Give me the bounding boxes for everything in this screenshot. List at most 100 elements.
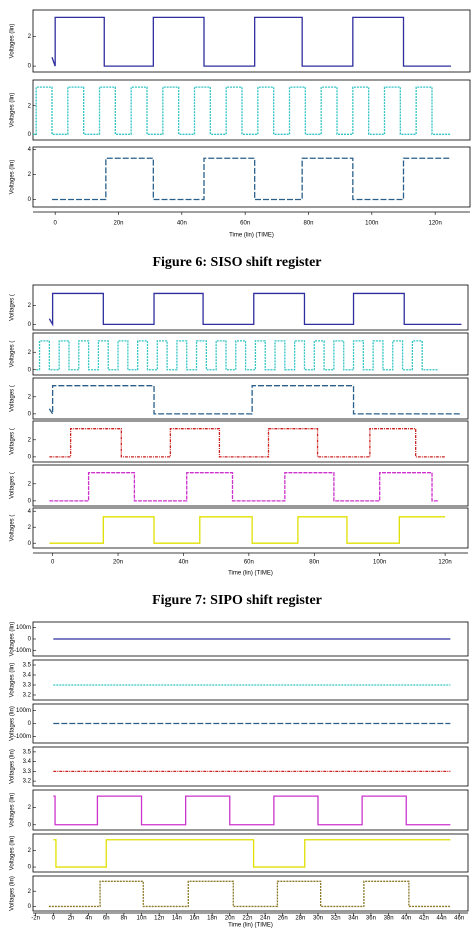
y-axis-label: Voltages ( [10,428,16,455]
panel-frame [32,746,469,787]
waveform [33,86,451,135]
x-tick-label: 120n [438,560,451,566]
panel-frame [32,659,469,701]
y-tick-label: 0 [28,541,32,547]
panel-frame [32,420,469,463]
x-tick-label: 0 [52,916,56,922]
y-axis-label: Voltages (lin) [10,749,16,784]
waveform [51,16,451,67]
waveform [36,340,439,371]
y-axis-label: Voltages ( [10,385,16,412]
y-tick-label: 2 [28,525,32,531]
x-axis-label: Time (lin) (TIME) [229,233,274,239]
x-tick-label: 80n [309,560,319,566]
y-tick-label: 3.3 [23,769,32,775]
panel-frame [32,464,469,507]
y-tick-label: 4 [28,509,32,515]
y-axis-label: Voltages ( [10,341,16,368]
waveform [53,839,451,868]
y-tick-label: 2 [28,805,32,811]
waveform [48,292,462,327]
y-tick-label: 2 [28,848,32,854]
y-tick-label: 3.4 [23,759,32,765]
y-axis-label: Voltages (lin) [10,836,16,871]
x-tick-label: 60n [244,560,254,566]
y-axis-label: Voltages (lin) [10,93,16,128]
x-tick-label: 18n [207,916,217,922]
x-tick-label: 80n [303,221,313,227]
y-tick-label: 3.3 [23,683,32,689]
y-tick-label: -100m [14,734,31,740]
y-axis-label: Voltages (lin) [10,663,16,698]
panel-frame [32,79,471,141]
y-tick-label: 0 [28,367,32,373]
x-tick-label: 2n [68,916,75,922]
y-tick-label: 2 [28,34,32,40]
x-tick-label: -2n [31,916,40,922]
y-tick-label: 0 [28,865,32,871]
x-tick-label: 100n [365,221,378,227]
x-tick-label: 24n [260,916,270,922]
waveform [48,880,451,908]
x-tick-label: 4n [85,916,92,922]
y-tick-label: 0 [28,197,32,203]
y-tick-label: -100m [14,648,31,654]
x-tick-label: 38n [384,916,394,922]
y-tick-label: 100m [16,625,31,631]
y-tick-label: 0 [28,721,32,727]
x-tick-label: 8n [121,916,128,922]
waveform [52,157,451,201]
x-tick-label: 10n [137,916,147,922]
x-tick-label: 44n [437,916,447,922]
y-tick-label: 3.2 [23,779,32,785]
x-tick-label: 42n [419,916,429,922]
y-axis-label: Voltages ( [10,515,16,542]
y-tick-label: 3.5 [23,663,32,669]
y-tick-label: 3.4 [23,673,32,679]
y-axis-label: Voltages (lin) [10,793,16,828]
x-tick-label: 120n [428,221,441,227]
y-tick-label: 4 [28,147,32,153]
y-tick-label: 2 [28,172,32,178]
y-axis-label: Voltages (lin) [10,160,16,195]
y-tick-label: 0 [28,132,32,138]
x-tick-label: 20n [113,221,123,227]
y-tick-label: 0 [28,904,32,910]
x-tick-label: 32n [331,916,341,922]
x-tick-label: 40n [177,221,187,227]
panel-frame [32,9,471,73]
waveform [49,516,446,544]
y-tick-label: 0 [28,322,32,328]
y-tick-label: 2 [28,481,32,487]
x-tick-label: 30n [313,916,323,922]
y-tick-label: 2 [28,394,32,400]
x-tick-label: 26n [278,916,288,922]
x-tick-label: 36n [366,916,376,922]
x-tick-label: 6n [103,916,110,922]
x-tick-label: 20n [225,916,235,922]
x-tick-label: 46n [454,916,464,922]
x-tick-label: 34n [348,916,358,922]
panel-frame [32,332,469,376]
x-tick-label: 14n [172,916,182,922]
x-tick-label: 16n [189,916,199,922]
figure-caption: Figure 7: SIPO shift register [152,593,322,608]
y-tick-label: 3.2 [23,693,32,699]
y-tick-label: 0 [28,411,32,417]
y-tick-label: 2 [28,350,32,356]
waveform [49,472,439,502]
x-tick-label: 22n [242,916,252,922]
x-tick-label: 0 [53,221,57,227]
x-tick-label: 28n [295,916,305,922]
x-tick-label: 20n [113,560,123,566]
y-tick-label: 2 [28,889,32,895]
figure-caption: Figure 6: SISO shift register [152,255,321,270]
y-tick-label: 2 [28,437,32,443]
waveform [53,795,451,826]
y-axis-label: Voltages (lin) [10,24,16,59]
x-tick-label: 100n [373,560,386,566]
x-tick-label: 60n [240,221,250,227]
panel-frame [32,377,469,420]
